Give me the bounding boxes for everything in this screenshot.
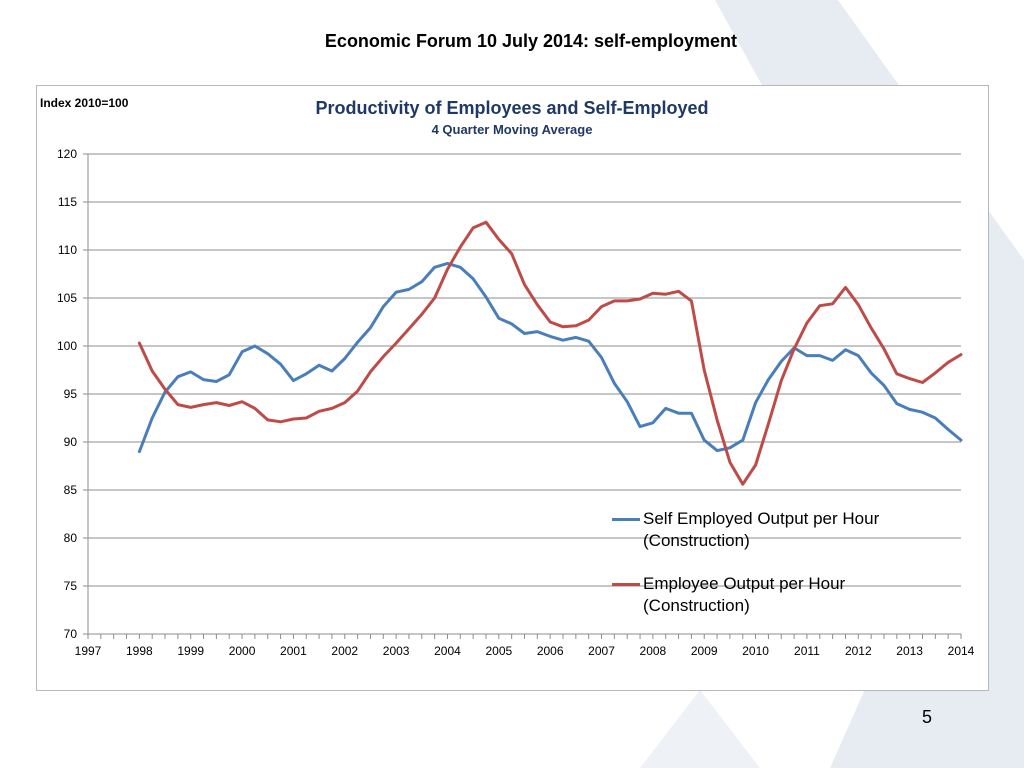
x-tick-label-2000: 2000	[229, 644, 256, 658]
legend-label-employee: Employee Output per Hour (Construction)	[643, 574, 846, 615]
y-tick-label-90: 90	[64, 435, 78, 449]
x-tick-label-2014: 2014	[948, 644, 975, 658]
legend: Self Employed Output per Hour (Construct…	[612, 508, 942, 638]
legend-item-employee: Employee Output per Hour (Construction)	[612, 573, 942, 617]
chart-frame	[36, 85, 989, 691]
x-tick-label-1998: 1998	[126, 644, 153, 658]
x-tick-label-2005: 2005	[485, 644, 512, 658]
legend-swatch-employee	[612, 583, 640, 586]
y-tick-label-115: 115	[58, 195, 77, 209]
page-number: 5	[922, 707, 933, 727]
slide-title: Economic Forum 10 July 2014: self-employ…	[324, 31, 738, 51]
chart-subtitle: 4 Quarter Moving Average	[431, 122, 593, 137]
x-tick-label-2012: 2012	[845, 644, 872, 658]
index-note: Index 2010=100	[40, 96, 129, 110]
x-tick-label-1997: 1997	[75, 644, 102, 658]
x-tick-label-2009: 2009	[691, 644, 718, 658]
x-tick-label-2003: 2003	[383, 644, 410, 658]
series-line-self-employed	[137, 261, 963, 454]
gridlines	[88, 153, 961, 587]
y-tick-label-75: 75	[64, 579, 78, 593]
legend-item-self-employed: Self Employed Output per Hour (Construct…	[612, 508, 942, 552]
y-tick-label-110: 110	[58, 243, 77, 257]
y-tick-label-85: 85	[64, 483, 78, 497]
x-tick-label-2007: 2007	[588, 644, 615, 658]
x-tick-label-2002: 2002	[331, 644, 358, 658]
y-tick-label-100: 100	[57, 339, 77, 353]
y-tick-label-80: 80	[64, 531, 78, 545]
y-tick-label-105: 105	[57, 291, 77, 305]
x-tick-label-1999: 1999	[177, 644, 204, 658]
axes: 70 75 80 85 90 95 100 105 110 115 120 1997 1998 1999 2…	[57, 147, 975, 658]
x-tick-label-2008: 2008	[640, 644, 667, 658]
chart-title: Productivity of Employees and Self-Emplo…	[315, 98, 709, 118]
y-tick-label-95: 95	[64, 387, 78, 401]
x-tick-label-2006: 2006	[537, 644, 564, 658]
x-tick-label-2001: 2001	[280, 644, 307, 658]
legend-swatch-self-employed	[612, 518, 640, 521]
x-tick-label-2011: 2011	[794, 644, 820, 658]
y-tick-label-120: 120	[57, 147, 77, 161]
series-line-employee	[137, 220, 963, 486]
legend-label-self-employed: Self Employed Output per Hour (Construct…	[643, 509, 880, 550]
series-lines	[137, 220, 963, 486]
y-tick-label-70: 70	[64, 627, 78, 641]
x-tick-label-2004: 2004	[434, 644, 461, 658]
x-tick-label-2013: 2013	[896, 644, 923, 658]
x-tick-label-2010: 2010	[742, 644, 769, 658]
